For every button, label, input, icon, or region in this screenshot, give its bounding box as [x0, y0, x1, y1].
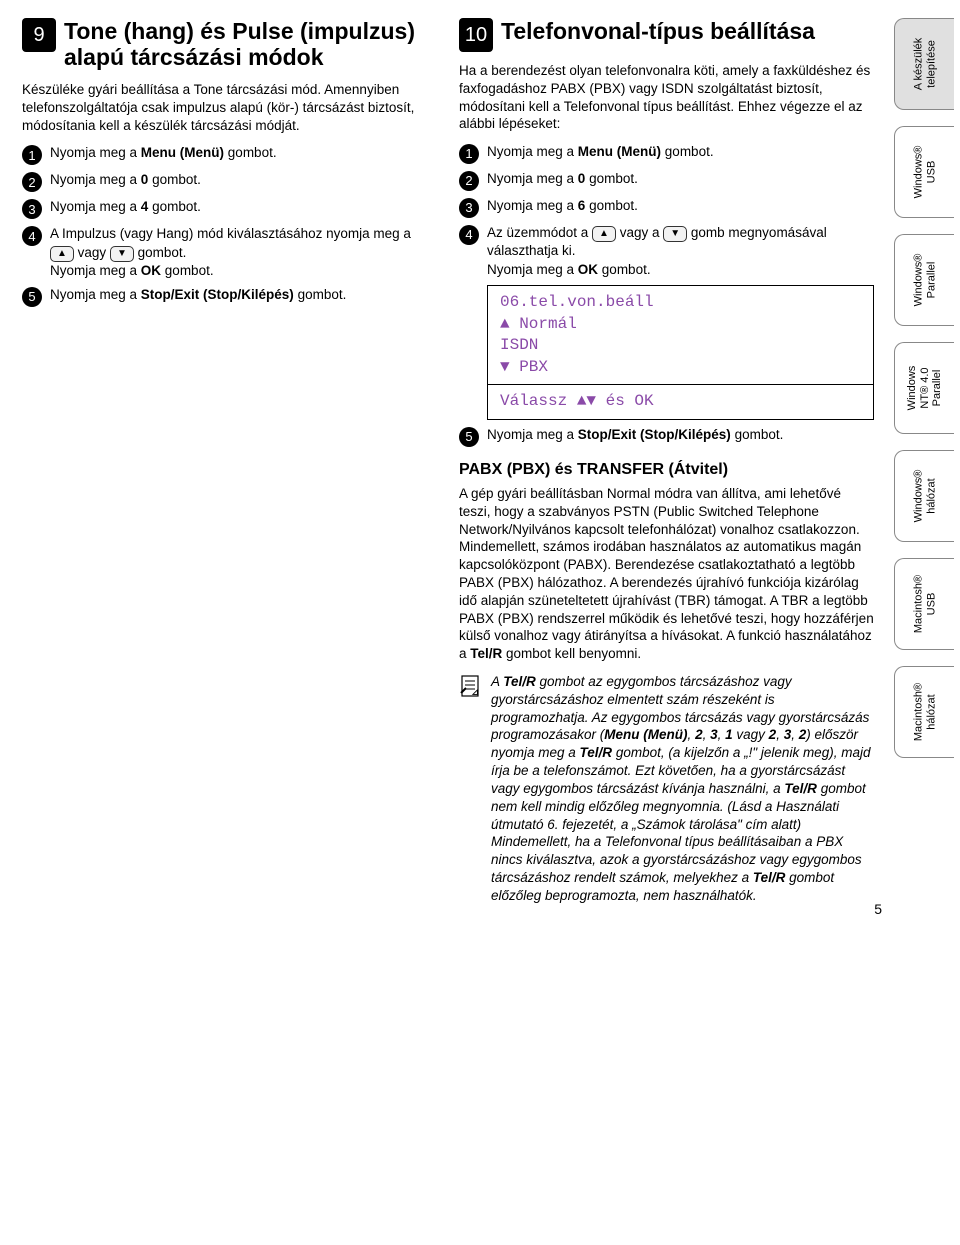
display-line: ▼ PBX [500, 357, 861, 379]
tab-mac-usb[interactable]: Macintosh®USB [894, 558, 954, 650]
left-step-5: 5 Nyomja meg a Stop/Exit (Stop/Kilépés) … [22, 286, 437, 307]
right-step-1: 1 Nyomja meg a Menu (Menü) gombot. [459, 143, 874, 164]
section-10-intro: Ha a berendezést olyan telefonvonalra kö… [459, 62, 874, 133]
display-line: ▲ Normál [500, 314, 861, 336]
step-text: Az üzemmódot a vagy a gomb megnyomásával… [487, 224, 874, 279]
step-bullet: 1 [22, 145, 42, 165]
left-step-4: 4 A Impulzus (vagy Hang) mód kiválasztás… [22, 225, 437, 280]
step-text: Nyomja meg a 0 gombot. [487, 170, 874, 188]
section-number-9: 9 [22, 18, 56, 52]
tab-windows-network[interactable]: Windows®hálózat [894, 450, 954, 542]
side-tab-bar: A készüléktelepítése Windows®USB Windows… [894, 18, 954, 758]
step-text-part: Nyomja meg a OK gombot. [50, 263, 214, 278]
right-step-4: 4 Az üzemmódot a vagy a gomb megnyomásáv… [459, 224, 874, 279]
step-text: A Impulzus (vagy Hang) mód kiválasztásáh… [50, 225, 437, 280]
left-step-3: 3 Nyomja meg a 4 gombot. [22, 198, 437, 219]
right-step-2: 2 Nyomja meg a 0 gombot. [459, 170, 874, 191]
note-block: A Tel/R gombot az egygombos tárcsázáshoz… [459, 673, 874, 905]
step-bullet: 4 [22, 226, 42, 246]
step-text: Nyomja meg a 6 gombot. [487, 197, 874, 215]
step-text: Nyomja meg a Menu (Menü) gombot. [487, 143, 874, 161]
page-number: 5 [874, 901, 882, 917]
step-text: Nyomja meg a 0 gombot. [50, 171, 437, 189]
tab-install[interactable]: A készüléktelepítése [894, 18, 954, 110]
step-bullet: 2 [459, 171, 479, 191]
tab-windows-usb[interactable]: Windows®USB [894, 126, 954, 218]
step-bullet: 3 [22, 199, 42, 219]
step-text-part: Nyomja meg a OK gombot. [487, 262, 651, 277]
section-9-intro: Készüléke gyári beállítása a Tone tárcsá… [22, 81, 437, 134]
up-arrow-icon [592, 226, 616, 242]
lcd-display: 06.tel.von.beáll ▲ Normál ISDN ▼ PBX Vál… [487, 285, 874, 420]
step-bullet: 3 [459, 198, 479, 218]
step-text: Nyomja meg a Stop/Exit (Stop/Kilépés) go… [487, 426, 874, 444]
step-text-part: vagy a [616, 225, 663, 240]
note-icon [459, 673, 485, 905]
step-bullet: 5 [459, 427, 479, 447]
step-text: Nyomja meg a Menu (Menü) gombot. [50, 144, 437, 162]
section-number-10: 10 [459, 18, 493, 52]
left-step-1: 1 Nyomja meg a Menu (Menü) gombot. [22, 144, 437, 165]
tab-mac-network[interactable]: Macintosh®hálózat [894, 666, 954, 758]
step-text: Nyomja meg a Stop/Exit (Stop/Kilépés) go… [50, 286, 437, 304]
section-10-header: 10 Telefonvonal-típus beállítása [459, 18, 874, 52]
display-line: ISDN [500, 335, 861, 357]
right-step-3: 3 Nyomja meg a 6 gombot. [459, 197, 874, 218]
step-bullet: 2 [22, 172, 42, 192]
step-text-part: vagy [74, 245, 110, 260]
display-bottom-line: Válassz ▲▼ és OK [488, 385, 873, 419]
step-text-part: A Impulzus (vagy Hang) mód kiválasztásáh… [50, 226, 411, 241]
down-arrow-icon [663, 226, 687, 242]
step-text: Nyomja meg a 4 gombot. [50, 198, 437, 216]
section-9-header: 9 Tone (hang) és Pulse (impulzus) alapú … [22, 18, 437, 71]
section-9-title: Tone (hang) és Pulse (impulzus) alapú tá… [64, 18, 437, 71]
pabx-body: A gép gyári beállításban Normal módra va… [459, 485, 874, 663]
down-arrow-icon [110, 246, 134, 262]
display-line: 06.tel.von.beáll [500, 292, 861, 314]
up-arrow-icon [50, 246, 74, 262]
left-step-2: 2 Nyomja meg a 0 gombot. [22, 171, 437, 192]
section-10-title: Telefonvonal-típus beállítása [501, 18, 815, 44]
step-bullet: 5 [22, 287, 42, 307]
tab-windows-parallel[interactable]: Windows®Parallel [894, 234, 954, 326]
right-step-5: 5 Nyomja meg a Stop/Exit (Stop/Kilépés) … [459, 426, 874, 447]
pabx-subtitle: PABX (PBX) és TRANSFER (Átvitel) [459, 461, 874, 479]
step-bullet: 4 [459, 225, 479, 245]
step-text-part: gombot. [134, 245, 187, 260]
step-bullet: 1 [459, 144, 479, 164]
step-text-part: Az üzemmódot a [487, 225, 592, 240]
tab-windows-nt[interactable]: WindowsNT® 4.0Parallel [894, 342, 954, 434]
note-text: A Tel/R gombot az egygombos tárcsázáshoz… [491, 673, 874, 905]
